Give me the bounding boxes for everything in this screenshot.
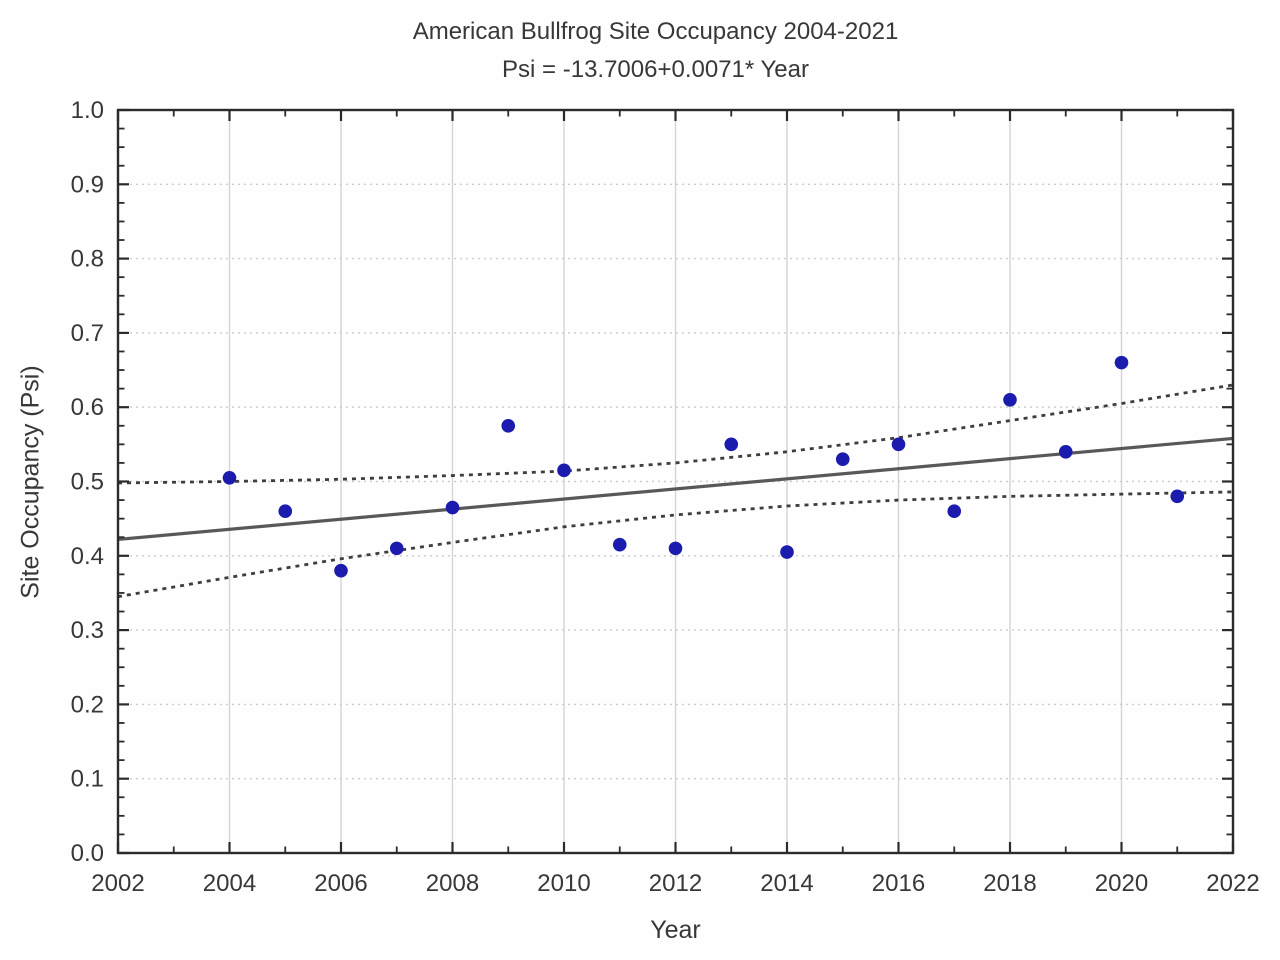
data-point: [1170, 489, 1185, 504]
x-tick-label: 2002: [91, 870, 144, 897]
data-point: [947, 504, 962, 519]
x-tick-label: 2016: [872, 870, 925, 897]
y-tick-label: 0.9: [71, 171, 104, 198]
y-tick-label: 1.0: [71, 97, 104, 124]
y-tick-label: 0.6: [71, 394, 104, 421]
data-point: [222, 470, 237, 485]
data-point: [557, 463, 571, 478]
x-tick-label: 2006: [314, 870, 367, 897]
x-tick-label: 2010: [537, 870, 590, 897]
chart-subtitle: Psi = -13.7006+0.0071* Year: [502, 56, 809, 83]
x-tick-label: 2014: [760, 870, 813, 897]
y-tick-label: 0.5: [71, 469, 104, 496]
y-tick-label: 0.2: [71, 691, 104, 718]
data-point: [334, 563, 348, 578]
data-point: [1058, 444, 1073, 459]
chart-title: American Bullfrog Site Occupancy 2004-20…: [412, 18, 899, 45]
data-point: [445, 500, 460, 515]
data-point: [780, 545, 794, 559]
data-point: [668, 541, 683, 556]
y-tick-label: 0.1: [71, 766, 104, 793]
x-tick-label: 2020: [1095, 870, 1148, 897]
regression-line: [117, 436, 1234, 542]
data-point: [612, 537, 627, 552]
x-axis-label: Year: [650, 916, 701, 944]
data-point: [724, 437, 739, 452]
y-tick-label: 0.0: [71, 840, 104, 867]
data-point: [389, 541, 404, 556]
x-tick-label: 2022: [1206, 870, 1259, 897]
y-tick-label: 0.8: [71, 246, 104, 273]
x-tick-label: 2012: [649, 870, 702, 897]
data-point: [1003, 392, 1017, 407]
data-point: [278, 504, 293, 519]
data-point: [835, 452, 850, 467]
y-tick-label: 0.3: [71, 617, 104, 644]
x-tick-label: 2008: [426, 870, 479, 897]
y-tick-label: 0.7: [71, 320, 104, 347]
x-tick-label: 2018: [983, 870, 1036, 897]
data-point: [501, 418, 516, 433]
y-tick-label: 0.4: [71, 543, 104, 570]
x-tick-label: 2004: [203, 870, 256, 897]
data-point: [891, 437, 906, 452]
data-point: [1114, 355, 1129, 370]
